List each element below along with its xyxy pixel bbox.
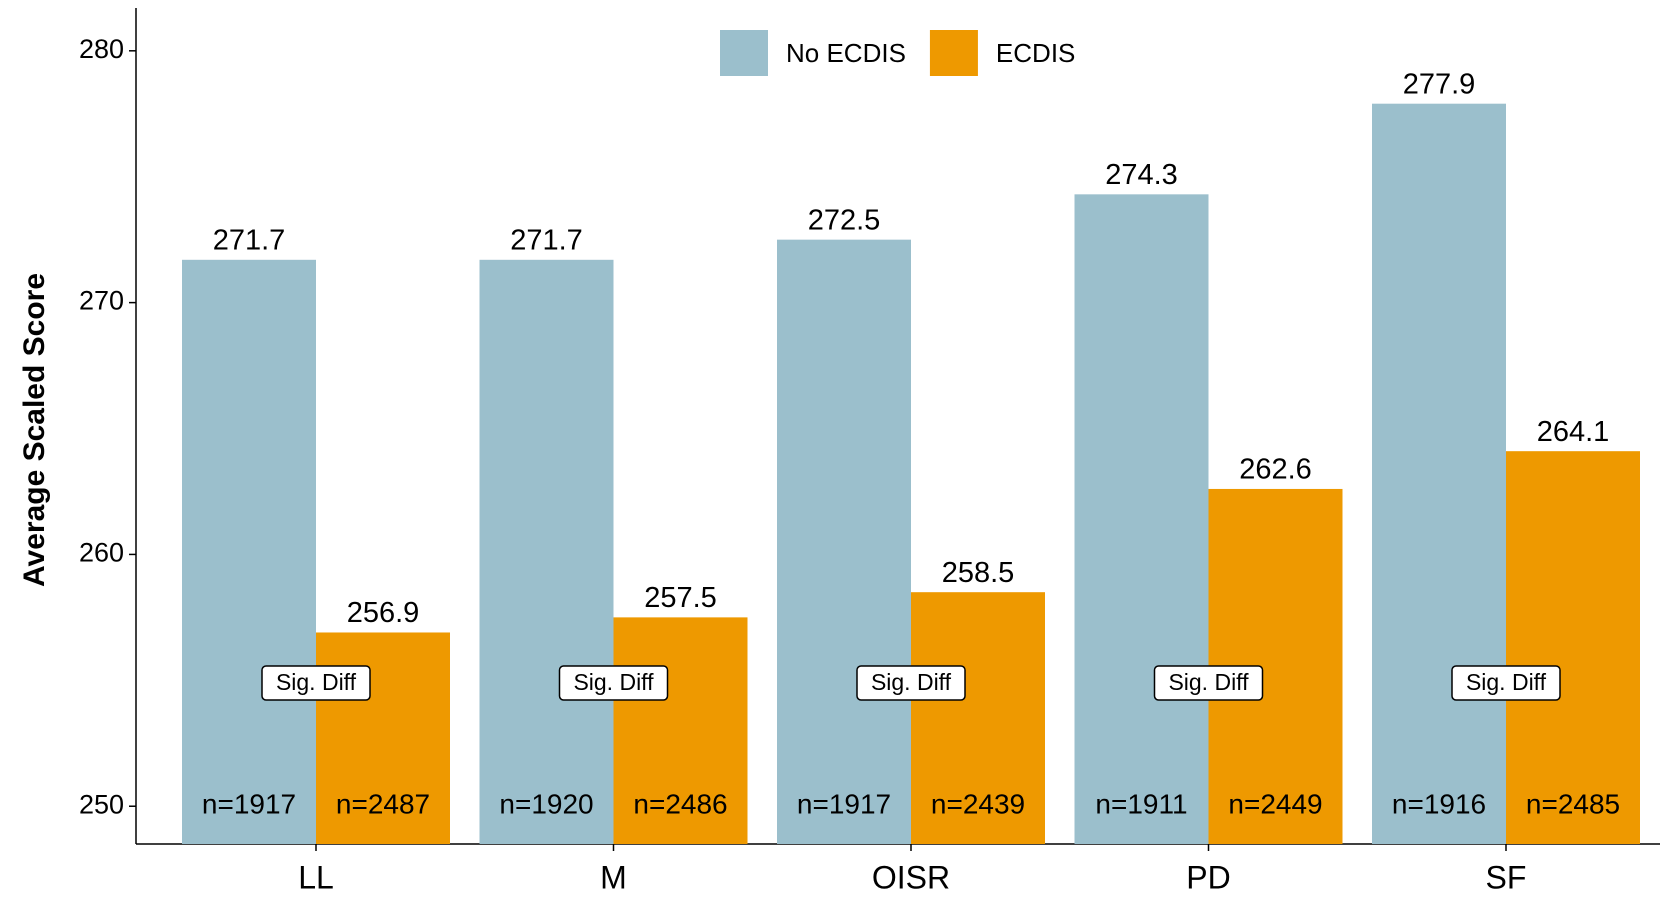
bar (1506, 451, 1640, 844)
y-tick-label: 270 (79, 286, 124, 316)
annotation-box (1153, 665, 1264, 701)
sample-label: n=2439 (931, 789, 1025, 820)
value-label: 277.9 (1403, 68, 1476, 100)
sample-label: n=2487 (336, 789, 430, 820)
bar (182, 259, 316, 844)
annotation: Sig. Diff (276, 669, 357, 695)
y-tick-label: 280 (79, 34, 124, 64)
x-tick-label: PD (1186, 859, 1230, 895)
annotation-box (261, 665, 371, 701)
legend-label: ECDIS (996, 38, 1075, 68)
annotation-box (1451, 665, 1561, 701)
annotation: Sig. Diff (871, 669, 952, 695)
sample-label: n=1917 (202, 789, 296, 820)
sample-label: n=1911 (1095, 789, 1187, 820)
bar (777, 239, 911, 844)
value-label: 274.3 (1105, 159, 1178, 191)
sample-label: n=1917 (797, 789, 891, 820)
legend-swatch (929, 30, 978, 76)
x-tick-label: LL (298, 859, 334, 895)
y-tick-label: 250 (79, 789, 124, 819)
value-label: 258.5 (942, 557, 1015, 589)
sample-label: n=1920 (499, 789, 593, 820)
bar (911, 592, 1045, 844)
y-tick-label: 260 (79, 538, 124, 568)
value-label: 262.6 (1239, 454, 1312, 486)
y-axis-label: Average Scaled Score (18, 273, 51, 587)
bar (1372, 103, 1506, 844)
legend-swatch (720, 30, 768, 76)
annotation-box (558, 665, 669, 701)
annotation: Sig. Diff (573, 669, 654, 695)
annotation-box (856, 665, 966, 701)
value-label: 271.7 (510, 224, 583, 256)
annotation: Sig. Diff (1168, 669, 1249, 695)
sample-label: n=2449 (1228, 789, 1322, 820)
sample-label: n=2485 (1526, 789, 1620, 820)
sample-label: n=2486 (633, 789, 727, 820)
x-tick-label: OISR (872, 859, 950, 895)
bar (1074, 194, 1209, 845)
bar (479, 259, 614, 844)
sample-label: n=1916 (1392, 789, 1486, 820)
value-label: 256.9 (347, 597, 420, 629)
bar (613, 617, 748, 844)
x-tick-label: M (600, 859, 627, 895)
value-label: 257.5 (644, 582, 717, 614)
x-tick-label: SF (1486, 859, 1527, 895)
value-label: 264.1 (1537, 416, 1610, 448)
legend-label: No ECDIS (786, 38, 906, 68)
annotation: Sig. Diff (1466, 669, 1547, 695)
value-label: 272.5 (808, 204, 881, 236)
value-label: 271.7 (213, 224, 286, 256)
